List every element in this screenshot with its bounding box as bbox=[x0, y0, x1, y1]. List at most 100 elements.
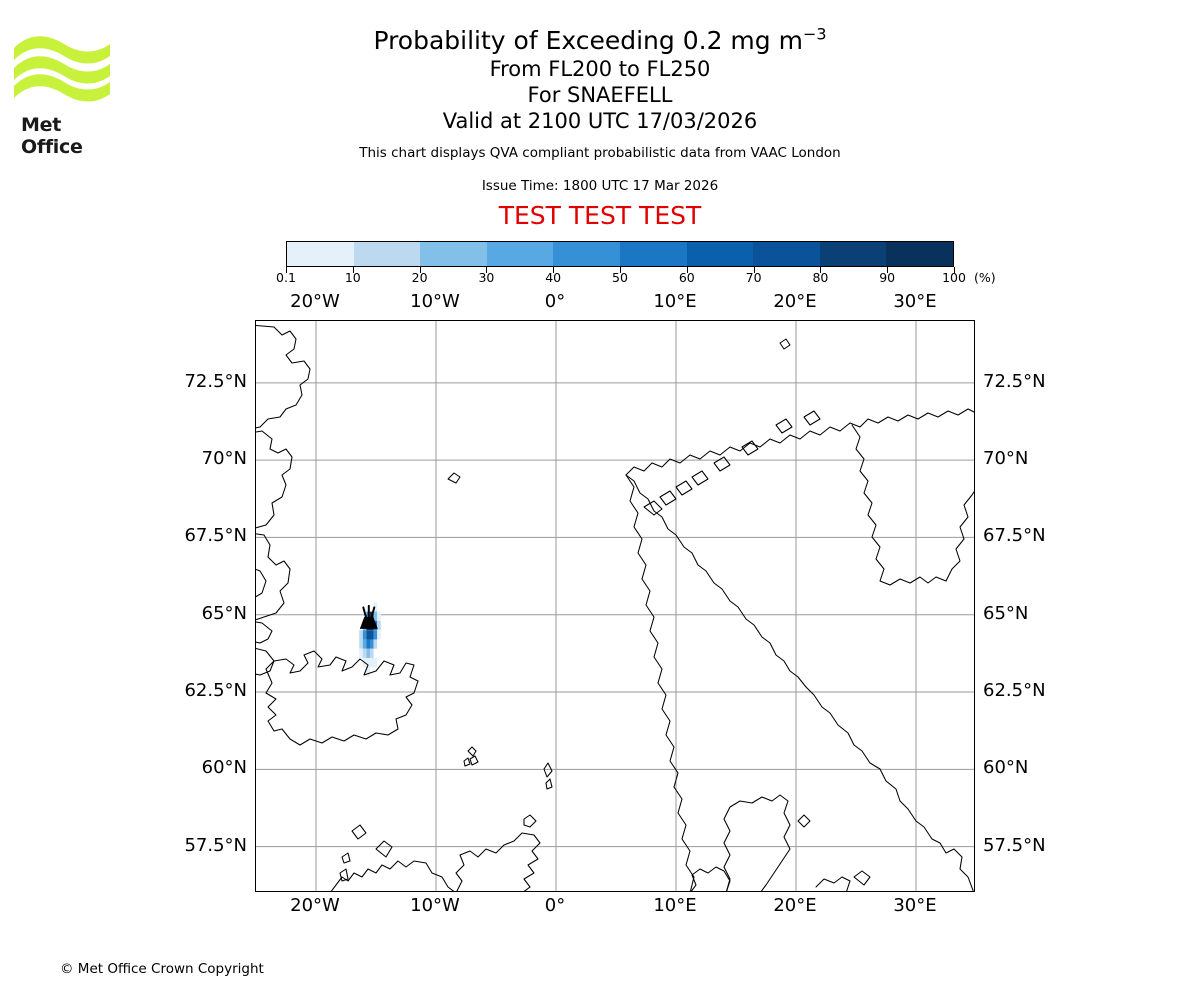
latitude-label-right-4: 62.5°N bbox=[983, 680, 1046, 702]
valid-time-subtitle: Valid at 2100 UTC 17/03/2026 bbox=[442, 109, 758, 133]
colorbar-band-7 bbox=[753, 242, 820, 266]
colorbar-tick-2 bbox=[419, 267, 421, 273]
latitude-label-left-0: 72.5°N bbox=[184, 370, 247, 392]
colorbar-tick-6 bbox=[686, 267, 688, 273]
ash-cell-28 bbox=[373, 658, 378, 668]
coastline-skagerrak bbox=[690, 866, 731, 891]
island-faroe-2 bbox=[469, 755, 479, 766]
colorbar-tick-label-2: 20 bbox=[411, 270, 428, 285]
volcano-symbol bbox=[359, 604, 378, 629]
colorbar-band-2 bbox=[420, 242, 487, 266]
volcano-subtitle: For SNAEFELL bbox=[527, 83, 673, 107]
colorbar-tick-label-8: 80 bbox=[812, 270, 829, 285]
test-banner: TEST TEST TEST bbox=[498, 201, 702, 230]
volcano-eruption-ray-0 bbox=[362, 606, 367, 618]
latitude-label-right-1: 70°N bbox=[983, 448, 1029, 470]
coastline-scotland-west bbox=[330, 860, 455, 891]
ash-cell-2 bbox=[377, 611, 381, 621]
latitude-label-left-1: 70°N bbox=[201, 448, 247, 470]
latitude-label-right-5: 60°N bbox=[983, 757, 1029, 779]
latitude-label-left-2: 67.5°N bbox=[184, 525, 247, 547]
met-office-logo: Met Office bbox=[10, 24, 122, 158]
colorbar-band-3 bbox=[486, 242, 554, 266]
colorbar-tick-label-9: 90 bbox=[879, 270, 896, 285]
ash-cell-19 bbox=[370, 639, 374, 649]
map-canvas bbox=[256, 321, 974, 891]
colorbar-tick-4 bbox=[553, 267, 555, 273]
coastline-white-sea-south bbox=[879, 576, 947, 586]
volcano-cone bbox=[359, 616, 378, 629]
colorbar-band-0 bbox=[287, 242, 354, 266]
colorbar-band-4 bbox=[553, 242, 620, 266]
coastline-greenland-inlet bbox=[256, 568, 267, 598]
flight-level-subtitle: From FL200 to FL250 bbox=[489, 57, 711, 81]
longitude-label-top-2: 0° bbox=[544, 291, 566, 312]
ash-cell-16 bbox=[359, 639, 363, 649]
coastlines-layer bbox=[256, 324, 974, 891]
colorbar-band-5 bbox=[619, 242, 687, 266]
ash-cell-26 bbox=[366, 658, 370, 668]
colorbar-tick-labels: 0.1 10 20 30 40 50 60 70 80 90 100 bbox=[276, 270, 966, 288]
latitude-labels-left: 72.5°N 70°N 67.5°N 65°N 62.5°N 60°N 57.5°N bbox=[95, 320, 247, 892]
ash-concentration-layer bbox=[359, 602, 381, 677]
latitude-label-left-3: 65°N bbox=[201, 602, 247, 624]
island-mageroya bbox=[803, 410, 821, 426]
colorbar-tick-3 bbox=[486, 267, 488, 273]
island-faroe-3 bbox=[463, 757, 471, 767]
ash-cell-14 bbox=[373, 630, 378, 640]
colorbar-ticks bbox=[286, 267, 955, 275]
longitude-label-top-5: 30°E bbox=[893, 291, 937, 312]
colorbar-tick-7 bbox=[753, 267, 755, 273]
issue-time: Issue Time: 1800 UTC 17 Mar 2026 bbox=[481, 178, 719, 194]
colorbar-band-6 bbox=[686, 242, 754, 266]
coastline-baltic-south bbox=[815, 876, 851, 891]
ash-cell-22 bbox=[362, 648, 367, 659]
latitude-label-left-6: 57.5°N bbox=[184, 834, 247, 856]
ash-cell-29 bbox=[366, 667, 370, 677]
page-title-text: Probability of Exceeding 0.2 mg m bbox=[373, 26, 803, 55]
colorbar-tick-0 bbox=[286, 267, 287, 273]
coastline-greenland-e bbox=[256, 430, 293, 529]
latitude-label-right-2: 67.5°N bbox=[983, 525, 1046, 547]
island-lofoten-1 bbox=[643, 500, 663, 516]
longitude-label-top-1: 10°W bbox=[410, 291, 460, 312]
coastline-white-sea-east bbox=[945, 491, 974, 582]
coastline-greenland-s2 bbox=[256, 647, 275, 676]
colorbar-tick-5 bbox=[620, 267, 621, 273]
ash-cell-9 bbox=[377, 620, 381, 631]
colorbar-gradient bbox=[286, 241, 954, 267]
page-title: Probability of Exceeding 0.2 mg m−3 bbox=[0, 26, 1200, 56]
colorbar-tick-9 bbox=[887, 267, 889, 273]
latitude-label-left-5: 60°N bbox=[201, 757, 247, 779]
colorbar-band-1 bbox=[353, 242, 421, 266]
colorbar-tick-label-6: 60 bbox=[678, 270, 695, 285]
coastline-greenland-s1 bbox=[256, 621, 273, 644]
coastline-greenland-ne bbox=[256, 324, 311, 429]
longitude-label-bottom-1: 10°W bbox=[410, 895, 460, 916]
ash-cell-27 bbox=[370, 658, 374, 668]
ash-cell-18 bbox=[366, 639, 370, 649]
island-jan-mayen bbox=[447, 472, 461, 484]
colorbar-band-8 bbox=[819, 242, 887, 266]
longitude-label-bottom-0: 20°W bbox=[290, 895, 340, 916]
colorbar-tick-label-5: 50 bbox=[612, 270, 628, 285]
coastline-iceland bbox=[265, 650, 419, 746]
ash-cell-20 bbox=[373, 639, 378, 649]
ash-cell-10 bbox=[359, 630, 363, 640]
coastline-norway-north bbox=[625, 422, 851, 476]
island-kvaloya bbox=[741, 440, 759, 456]
page-title-superscript: −3 bbox=[802, 24, 827, 44]
longitude-label-top-4: 20°E bbox=[773, 291, 817, 312]
ash-cell-24 bbox=[370, 648, 374, 659]
longitude-label-top-3: 10°E bbox=[653, 291, 697, 312]
longitude-labels-bottom: 20°W 10°W 0° 10°E 20°E 30°E bbox=[255, 894, 975, 918]
ash-cell-17 bbox=[362, 639, 367, 649]
ash-cell-13 bbox=[370, 630, 374, 640]
latitude-label-right-0: 72.5°N bbox=[983, 370, 1046, 392]
coastline-sweden-bothnia-west bbox=[625, 474, 695, 891]
island-gotland bbox=[853, 870, 871, 886]
colorbar-tick-label-10: 100 bbox=[942, 270, 966, 285]
colorbar-band-9 bbox=[886, 242, 953, 266]
ash-cell-11 bbox=[362, 630, 367, 640]
ash-cell-23 bbox=[366, 648, 370, 659]
